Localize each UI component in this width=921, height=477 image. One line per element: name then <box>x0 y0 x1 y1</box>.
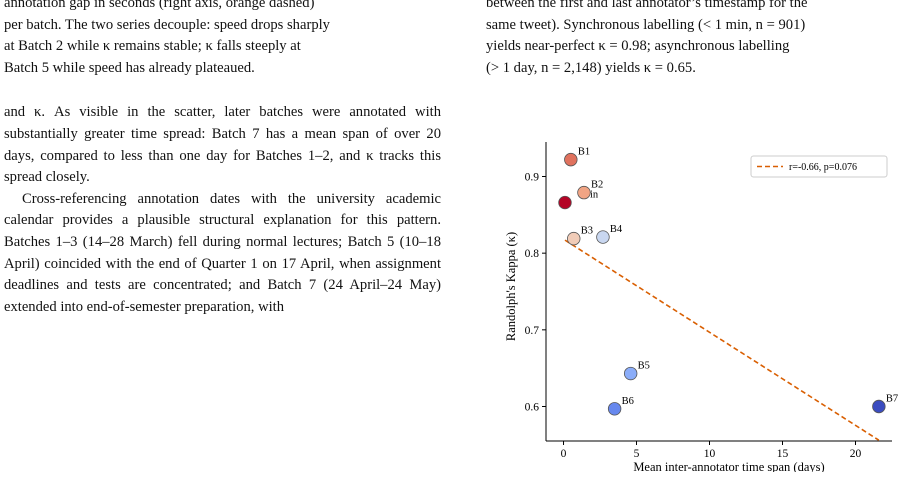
y-tick-label: 0.9 <box>525 172 540 184</box>
x-tick-label: 5 <box>634 448 640 460</box>
scatter-chart: 0 5 10 15 20 0.6 0.7 0.8 0.9 Mean inter-annotator… <box>504 142 898 474</box>
data-point <box>558 195 572 210</box>
right-column: between the first and last annotator’s t… <box>486 0 918 86</box>
caption-line: between the first and last annotator’s t… <box>486 0 808 11</box>
caption-line: at Batch 2 while κ remains stable; κ fal… <box>4 38 301 55</box>
data-point <box>872 399 886 414</box>
x-tick-label: 20 <box>850 448 862 460</box>
x-tick-label: 0 <box>561 448 567 460</box>
point-label: B7 <box>886 394 898 405</box>
caption-line: yields near-perfect κ = 0.98; asynchrono… <box>486 38 790 55</box>
body-paragraph: Cross-referencing annotation dates with … <box>4 190 441 315</box>
point-label-overlap: in <box>590 190 599 201</box>
x-tick-label: 10 <box>704 448 716 460</box>
point-label: B5 <box>638 361 650 372</box>
data-point <box>577 185 591 200</box>
data-point <box>564 152 578 167</box>
data-point <box>623 366 638 381</box>
trend-line <box>564 239 880 441</box>
y-axis-label: Randolph's Kappa (κ) <box>504 232 518 341</box>
point-label: B6 <box>622 396 634 407</box>
scatter-figure: 0 5 10 15 20 0.6 0.7 0.8 0.9 Mean inter-annotator… <box>487 142 919 474</box>
data-point <box>596 230 610 244</box>
y-tick-label: 0.8 <box>525 248 540 260</box>
y-tick-label: 0.7 <box>525 325 540 337</box>
data-point <box>567 231 581 246</box>
y-tick-label: 0.6 <box>525 402 540 414</box>
data-point <box>607 402 622 416</box>
legend-label: r=-0.66, p=0.076 <box>789 162 857 173</box>
caption-line: (> 1 day, n = 2,148) yields κ = 0.65. <box>486 59 696 76</box>
x-axis-label: Mean inter-annotator time span (days) <box>633 460 824 472</box>
x-tick-label: 15 <box>777 448 789 460</box>
caption-line: per batch. The two series decouple: spee… <box>4 16 330 33</box>
figure-caption-continuation: annotation gap in seconds (right axis, o… <box>4 0 441 79</box>
caption-line: same tweet). Synchronous labelling (< 1 … <box>486 16 806 33</box>
point-label: B3 <box>581 226 593 237</box>
caption-line: Batch 5 while speed has already plateaue… <box>4 59 255 76</box>
point-label: B1 <box>578 147 590 158</box>
left-column: annotation gap in seconds (right axis, o… <box>4 0 441 318</box>
figure-caption-continuation: between the first and last annotator’s t… <box>486 0 918 79</box>
legend-box <box>750 155 888 178</box>
point-label: B2 <box>591 180 603 191</box>
point-label: B4 <box>610 224 623 235</box>
body-paragraph: and κ. As visible in the scatter, later … <box>4 104 441 186</box>
caption-line: annotation gap in seconds (right axis, o… <box>4 0 315 11</box>
